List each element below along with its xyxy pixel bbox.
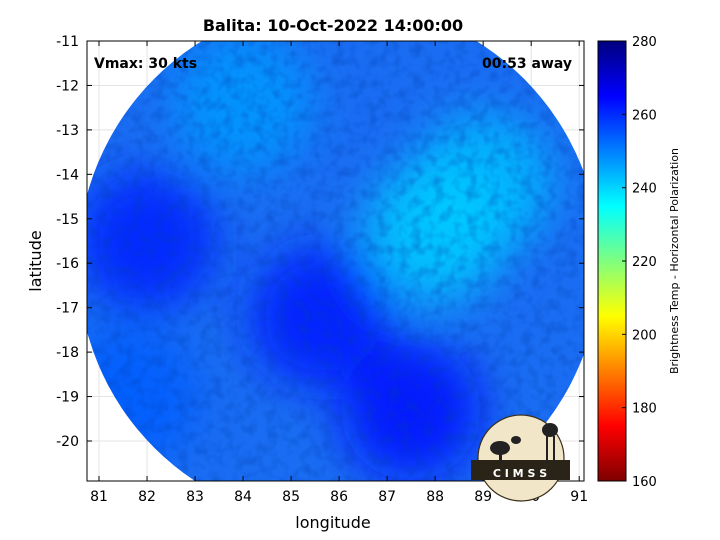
vmax-annotation: Vmax: 30 kts: [94, 56, 197, 72]
colorbar-tick-label: 160: [632, 475, 657, 490]
colorbar-label: Brightness Temp - Horizontal Polarizatio…: [668, 148, 681, 374]
colorbar-tick-label: 240: [632, 182, 657, 197]
x-axis-label: longitude: [295, 513, 370, 532]
plot-title: Balita: 10-Oct-2022 14:00:00: [203, 16, 463, 35]
y-axis-label: latitude: [26, 230, 45, 291]
colorbar: [597, 40, 627, 482]
x-tick-label: 84: [234, 489, 252, 505]
logo-water-tower: [542, 423, 558, 437]
logo-text: C I M S S: [493, 467, 547, 480]
y-tick-label: -12: [56, 78, 79, 94]
y-tick-label: -18: [56, 345, 79, 361]
logo-tower-leg: [546, 436, 548, 462]
colorbar-tick-label: 280: [632, 35, 657, 50]
x-tick-label: 83: [186, 489, 204, 505]
x-tick-label: 82: [138, 489, 156, 505]
x-tick-label: 81: [90, 489, 108, 505]
logo-dish: [490, 441, 510, 455]
colorbar-tick-label: 180: [632, 402, 657, 417]
y-tick-label: -16: [56, 256, 79, 272]
logo-dish-small: [511, 436, 521, 444]
time-away-annotation: 00:53 away: [482, 56, 572, 72]
y-tick-label: -15: [56, 212, 79, 228]
logo-tower-leg: [553, 436, 555, 462]
cimss-logo: C I M S S: [471, 414, 570, 502]
colorbar-tick-label: 200: [632, 328, 657, 343]
y-tick-label: -11: [56, 34, 79, 50]
axes-frame: [86, 40, 585, 482]
y-tick-label: -14: [56, 167, 79, 183]
x-tick-label: 89: [474, 489, 492, 505]
x-tick-label: 85: [282, 489, 300, 505]
y-tick-label: -19: [56, 390, 79, 406]
y-tick-label: -17: [56, 301, 79, 317]
y-tick-label: -13: [56, 123, 79, 139]
logo-ground: [471, 460, 570, 480]
colorbar-tick-label: 260: [632, 108, 657, 123]
brightness-temperature-disk: [87, 41, 584, 481]
logo-dish-stand: [499, 452, 502, 462]
colorbar-ticks: 280 260 240 220 200 180 160: [622, 35, 657, 490]
x-tick-label: 87: [378, 489, 396, 505]
disk-texture: [87, 41, 584, 481]
x-tick-label: 86: [330, 489, 348, 505]
y-tick-label: -20: [56, 434, 79, 450]
x-tick-label: 91: [570, 489, 588, 505]
colorbar-tick-label: 220: [632, 255, 657, 270]
x-tick-label: 88: [426, 489, 444, 505]
